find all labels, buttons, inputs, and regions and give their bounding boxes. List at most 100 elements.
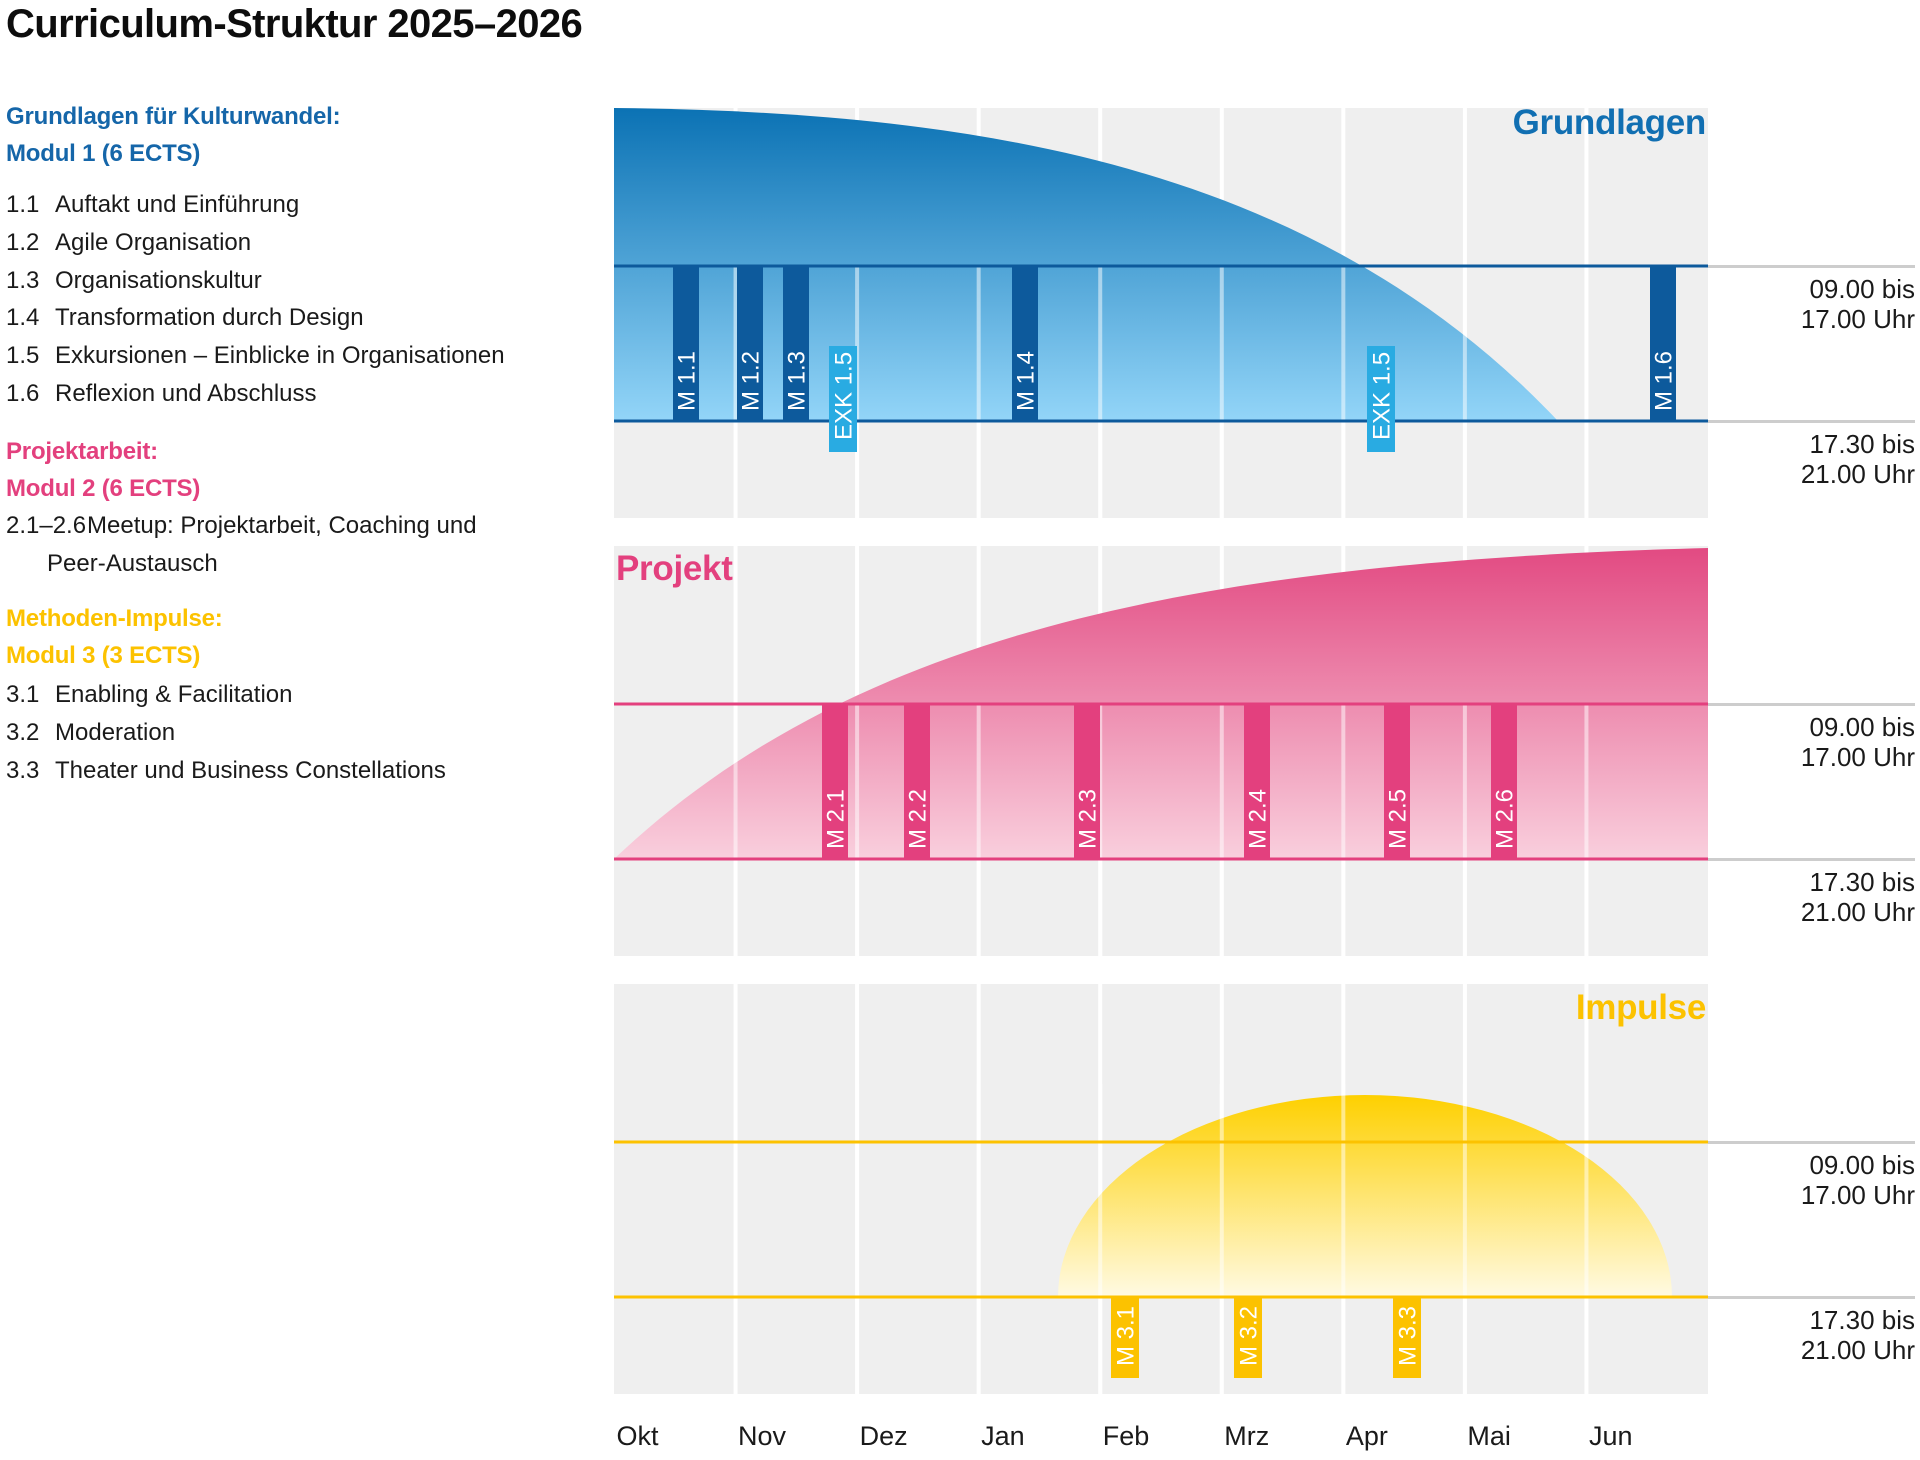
sidebar-heading-line2: Modul 3 (3 ECTS) [6, 641, 201, 669]
bar-label: M 1.1 [674, 351, 701, 411]
module-bar [673, 266, 699, 421]
item-number: 1.2 [6, 228, 40, 256]
item-number: 1.3 [6, 266, 40, 294]
bar-label: EXK 1.5 [831, 352, 858, 440]
bar-label: EXK 1.5 [1369, 352, 1396, 440]
time-grid-line-extension [1708, 264, 1915, 268]
time-label-day: 09.00 bis 17.00 Uhr [1695, 1150, 1915, 1210]
item-label: Organisationskultur [55, 266, 262, 294]
module-bar [1650, 266, 1676, 421]
bar-label: M 2.6 [1492, 789, 1519, 849]
time-grid-line-extension [1708, 702, 1915, 706]
panel-title-impulse: Impulse [1575, 988, 1706, 1027]
module-bar [783, 266, 809, 421]
grundlagen-chart: M 1.1 M 1.2 M 1.3 EXK 1.5 M 1.4 EXK 1.5 M 1.6 [614, 108, 1708, 518]
time-label-line: 17.30 bis [1809, 867, 1915, 897]
time-label-line: 09.00 bis [1809, 1150, 1915, 1180]
list-item: 3.1 Enabling & Facilitation [6, 676, 606, 714]
item-number: 2.1–2.6 [6, 512, 87, 539]
item-label: Transformation durch Design [55, 304, 364, 332]
time-label-line: 21.00 Uhr [1800, 1335, 1915, 1365]
bar-label: M 2.3 [1075, 789, 1102, 849]
item-label: Exkursionen – Einblicke in Organisatione… [55, 342, 505, 370]
item-label: Reflexion und Abschluss [55, 379, 317, 407]
impulse-chart: M 3.1 M 3.2 M 3.3 [614, 984, 1708, 1394]
time-label-evening: 17.30 bis 21.00 Uhr [1695, 429, 1915, 489]
time-label-line: 17.30 bis [1809, 1305, 1915, 1335]
time-label-day: 09.00 bis 17.00 Uhr [1695, 712, 1915, 772]
module-bar [1234, 1297, 1262, 1378]
list-item: 1.4 Transformation durch Design [6, 299, 606, 337]
time-label-line: 17.00 Uhr [1800, 742, 1915, 772]
sidebar-heading-line1: Methoden-Impulse: [6, 605, 223, 632]
time-grid-line-extension [1708, 1140, 1915, 1144]
item-label: Agile Organisation [55, 228, 252, 256]
item-number: 1.1 [6, 191, 40, 218]
bar-label: M 3.3 [1395, 1306, 1422, 1366]
sidebar-heading-line1: Projektarbeit: [6, 438, 158, 465]
time-label-line: 17.00 Uhr [1800, 304, 1915, 334]
module-bar [1244, 704, 1270, 859]
list-item: 1.2 Agile Organisation [6, 224, 606, 262]
month-label: Jun [1588, 1421, 1633, 1451]
bar-label: M 1.3 [784, 351, 811, 411]
month-label: Jan [981, 1421, 1025, 1451]
item-label: Moderation [55, 718, 176, 746]
excursion-bar [1367, 346, 1395, 452]
bar-label: M 3.2 [1236, 1306, 1263, 1366]
list-item: 2.1–2.6 Meetup: Projektarbeit, Coaching … [6, 507, 606, 545]
month-label: Dez [859, 1421, 908, 1451]
sidebar-heading-line2: Modul 1 (6 ECTS) [6, 139, 201, 167]
item-number: 1.4 [6, 304, 40, 332]
item-label: Theater und Business Constellations [55, 756, 446, 784]
bar-label: M 1.6 [1651, 351, 1678, 411]
panel-projekt: M 2.1 M 2.2 M 2.3 M 2.4 M 2.5 M 2.6 Projekt [614, 546, 1708, 956]
time-label-day: 09.00 bis 17.00 Uhr [1695, 274, 1915, 334]
module-bar [1393, 1297, 1421, 1378]
bar-label: M 2.4 [1245, 789, 1272, 849]
list-item: 1.5 Exkursionen – Einblicke in Organisat… [6, 337, 606, 375]
list-item: 1.1 Auftakt und Einführung [6, 186, 606, 224]
bar-label: M 1.4 [1013, 351, 1040, 411]
time-label-line: 17.30 bis [1809, 429, 1915, 459]
module-bar [904, 704, 930, 859]
time-label-line: 21.00 Uhr [1800, 459, 1915, 489]
panel-title-grundlagen: Grundlagen [1512, 103, 1707, 142]
sidebar-items-modul3: 3.1 Enabling & Facilitation 3.2 Moderati… [6, 676, 606, 789]
item-number: 3.3 [6, 756, 40, 784]
time-label-line: 17.00 Uhr [1800, 1180, 1915, 1210]
item-number: 3.2 [6, 718, 40, 746]
sidebar-heading-methoden-impulse: Methoden-Impulse: Modul 3 (3 ECTS) [6, 601, 606, 674]
impulse-area-shape [1058, 1095, 1672, 1297]
bar-label: M 3.1 [1113, 1306, 1140, 1366]
list-item: 3.3 Theater und Business Constellations [6, 752, 606, 790]
time-label-line: 09.00 bis [1809, 712, 1915, 742]
item-number: 1.5 [6, 342, 40, 370]
time-label-evening: 17.30 bis 21.00 Uhr [1695, 1305, 1915, 1365]
bar-label: M 1.2 [738, 351, 765, 411]
list-item: 1.3 Organisationskultur [6, 262, 606, 300]
month-label: Mrz [1224, 1421, 1270, 1451]
item-number: 1.6 [6, 379, 40, 407]
sidebar-heading-line2: Modul 2 (6 ECTS) [6, 474, 201, 502]
time-grid-line-extension [1708, 1295, 1915, 1299]
bar-label: M 2.2 [905, 789, 932, 849]
bar-label: M 2.5 [1385, 789, 1412, 849]
list-item: 1.6 Reflexion und Abschluss [6, 375, 606, 413]
month-label: Mai [1467, 1421, 1511, 1451]
month-label: Feb [1102, 1421, 1150, 1451]
item-label: Auftakt und Einführung [55, 191, 300, 218]
panel-impulse: M 3.1 M 3.2 M 3.3 Impulse [614, 984, 1708, 1394]
sidebar-items-modul1: 1.1 Auftakt und Einführung 1.2 Agile Org… [6, 186, 606, 413]
module-bar [1111, 1297, 1139, 1378]
module-bar [737, 266, 763, 421]
projekt-chart: M 2.1 M 2.2 M 2.3 M 2.4 M 2.5 M 2.6 [614, 546, 1708, 956]
module-bar [822, 704, 848, 859]
module-bar [1491, 704, 1517, 859]
panel-grundlagen: M 1.1 M 1.2 M 1.3 EXK 1.5 M 1.4 EXK 1.5 M 1.6 … [614, 103, 1708, 518]
month-label: Okt [616, 1421, 659, 1451]
excursion-bar [829, 346, 857, 452]
item-label-wrap: Peer-Austausch [47, 549, 218, 577]
page-title: Curriculum-Struktur 2025–2026 [6, 2, 583, 46]
time-label-line: 09.00 bis [1809, 274, 1915, 304]
